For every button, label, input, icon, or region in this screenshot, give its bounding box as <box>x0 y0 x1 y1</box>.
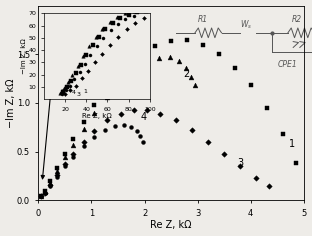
Text: R2: R2 <box>292 15 302 24</box>
Text: 4: 4 <box>71 90 75 95</box>
Text: $W_s$: $W_s$ <box>240 18 252 31</box>
Text: 3: 3 <box>237 158 244 168</box>
Text: 2: 2 <box>183 69 189 79</box>
Text: 1: 1 <box>83 88 87 94</box>
Text: 3: 3 <box>77 92 80 97</box>
Text: 4: 4 <box>140 112 146 122</box>
Text: CPE1: CPE1 <box>277 60 297 69</box>
X-axis label: Re Z, kΩ: Re Z, kΩ <box>82 113 112 119</box>
Text: 2: 2 <box>61 88 65 94</box>
Y-axis label: −Im Z, kΩ: −Im Z, kΩ <box>21 38 27 74</box>
Text: R1: R1 <box>198 15 208 24</box>
Y-axis label: −Im Z, kΩ: −Im Z, kΩ <box>6 78 16 128</box>
Text: 1: 1 <box>289 139 295 149</box>
X-axis label: Re Z, kΩ: Re Z, kΩ <box>150 220 192 230</box>
